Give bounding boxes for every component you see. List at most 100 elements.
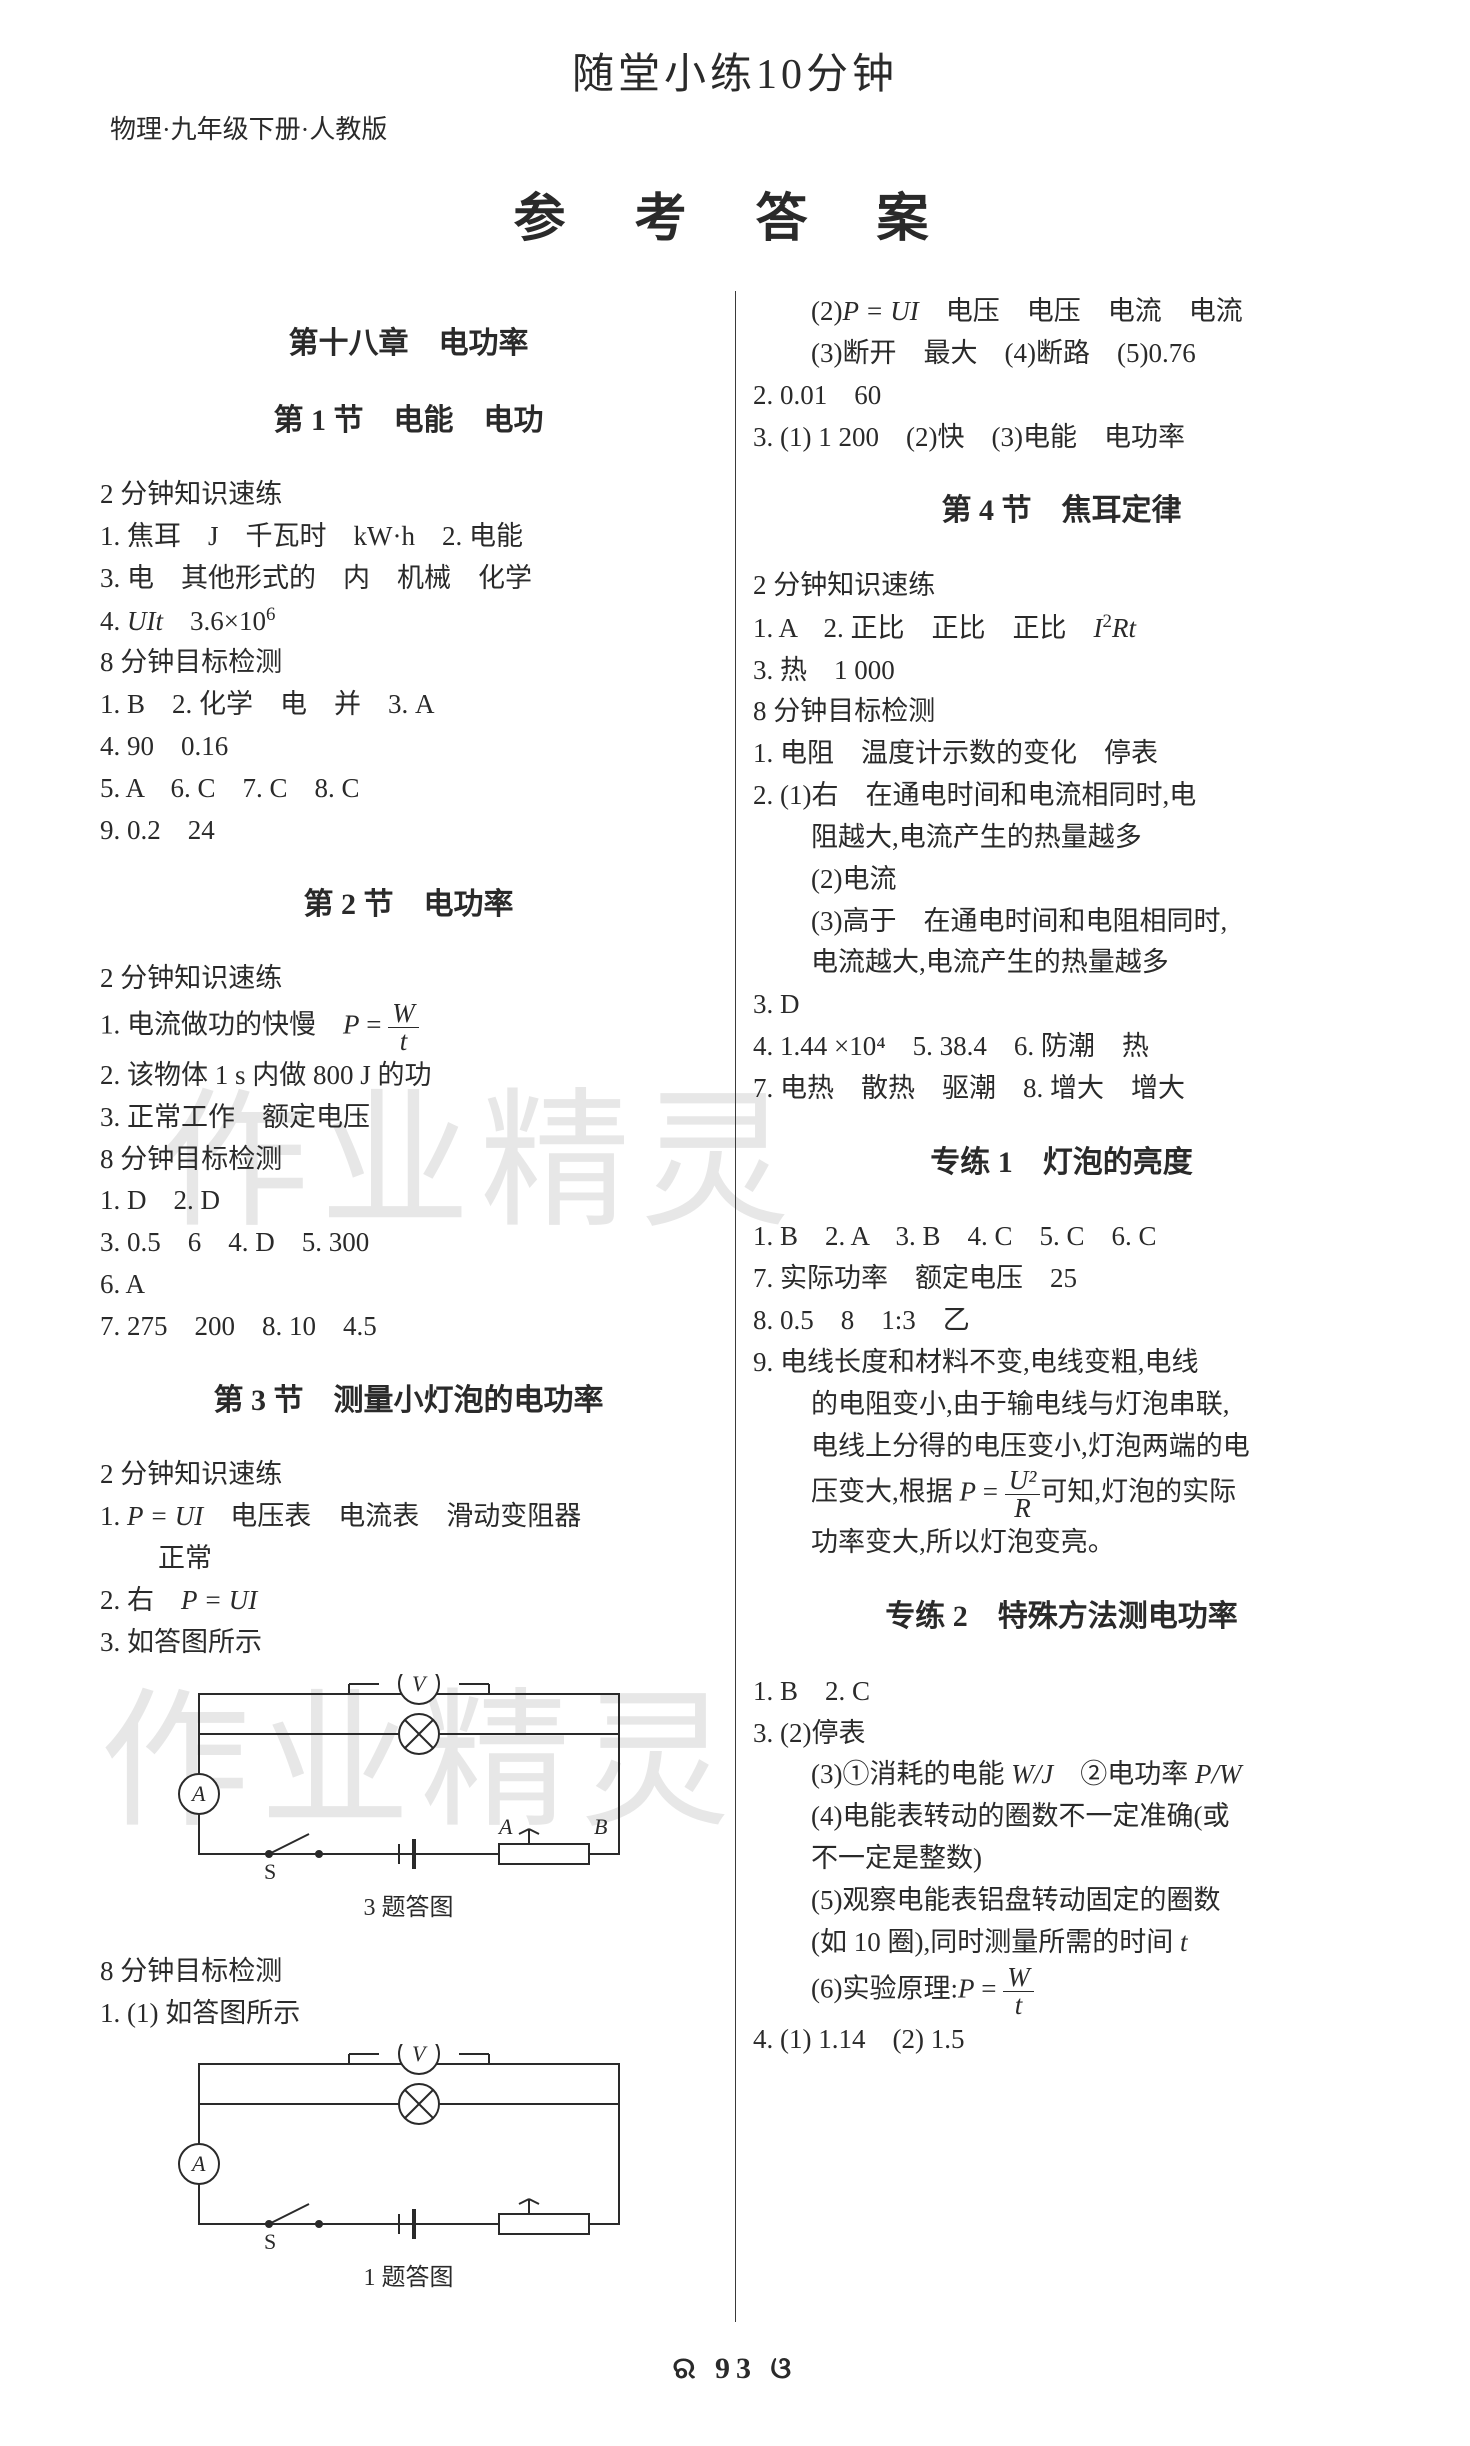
zl1-4d: 压变大,根据 P = U²R可知,灯泡的实际 (753, 1467, 1370, 1522)
s-label: S (264, 1859, 276, 1884)
sec2-quick-header: 2 分钟知识速练 (100, 958, 717, 1000)
sec1-t4: 9. 0.2 24 (100, 810, 717, 852)
sec1-quick-1: 1. 焦耳 J 千瓦时 kW·h 2. 电能 (100, 516, 717, 558)
zl1-4b: 的电阻变小,由于输电线与灯泡串联, (753, 1384, 1370, 1426)
sec1-target-header: 8 分钟目标检测 (100, 642, 717, 684)
sec4-t2: 2. (1)右 在通电时间和电流相同时,电 (753, 775, 1370, 817)
zl1-1: 1. B 2. A 3. B 4. C 5. C 6. C (753, 1216, 1370, 1258)
text: (如 10 圈),同时测量所需的时间 (811, 1927, 1180, 1957)
zl2-2: 3. (2)停表 (753, 1713, 1370, 1755)
pui: P = UI (842, 296, 918, 326)
sec3-t1: 1. (1) 如答图所示 (100, 1993, 717, 2035)
section-1-title: 第 1 节 电能 电功 (100, 398, 717, 445)
frac-num: W (388, 1000, 419, 1028)
sec3-target-header: 8 分钟目标检测 (100, 1951, 717, 1993)
left-column: 第十八章 电功率 第 1 节 电能 电功 2 分钟知识速练 1. 焦耳 J 千瓦… (100, 291, 735, 2322)
frac-den: t (388, 1028, 419, 1055)
text: (3)①消耗的电能 (811, 1759, 1011, 1789)
sec4-t2b: 阻越大,电流产生的热量越多 (753, 817, 1370, 859)
circuit-diagram-2: V A S (169, 2044, 649, 2254)
text: ②电功率 (1053, 1759, 1195, 1789)
answers-title: 参 考 答 案 (100, 176, 1370, 251)
zl2-4: (4)电能表转动的圈数不一定准确(或 (753, 1796, 1370, 1838)
zl1-2: 7. 实际功率 额定电压 25 (753, 1258, 1370, 1300)
text: 电压 电压 电流 电流 (919, 296, 1243, 326)
text: (6)实验原理: (811, 1973, 958, 2003)
zl2-3: (3)①消耗的电能 W/J ②电功率 P/W (753, 1754, 1370, 1796)
sec4-quick-header: 2 分钟知识速练 (753, 565, 1370, 607)
sec4-q2: 3. 热 1 000 (753, 650, 1370, 692)
zl2-6: (6)实验原理:P = Wt (753, 1964, 1370, 2019)
sec4-t6: 4. 1.44 ×10⁴ 5. 38.4 6. 防潮 热 (753, 1026, 1370, 1068)
sec4-t1: 1. 电阻 温度计示数的变化 停表 (753, 733, 1370, 775)
book-title: 随堂小练10分钟 (100, 40, 1370, 101)
sec3-quick-2: 2. 右 P = UI (100, 1580, 717, 1622)
zl2-1: 1. B 2. C (753, 1671, 1370, 1713)
text: 3.6×10 (163, 606, 266, 636)
sec4-t4: (3)高于 在通电时间和电阻相同时, (753, 901, 1370, 943)
text: 电压表 电流表 滑动变阻器 (203, 1501, 581, 1531)
zl2-7: 4. (1) 1.14 (2) 1.5 (753, 2019, 1370, 2061)
wj: W/J (1011, 1759, 1053, 1789)
zl2-4b: 不一定是整数) (753, 1838, 1370, 1880)
exp: 6 (266, 604, 275, 625)
b-point: B (594, 1814, 607, 1839)
sec2-t3: 6. A (100, 1264, 717, 1306)
sec4-t4b: 电流越大,电流产生的热量越多 (753, 942, 1370, 984)
eq: = (976, 1477, 1005, 1507)
sec2-t2: 3. 0.5 6 4. D 5. 300 (100, 1222, 717, 1264)
svg-text:A: A (190, 2151, 206, 2176)
fraction-u2r: U²R (1005, 1467, 1041, 1522)
r-line-2: (3)断开 最大 (4)断路 (5)0.76 (753, 333, 1370, 375)
eq: = (974, 1973, 1003, 2003)
sq: 2 (1103, 611, 1112, 632)
zl1-4: 9. 电线长度和材料不变,电线变粗,电线 (753, 1342, 1370, 1384)
columns: 第十八章 电功率 第 1 节 电能 电功 2 分钟知识速练 1. 焦耳 J 千瓦… (100, 291, 1370, 2322)
p-var: P (958, 1973, 975, 2003)
zl2-5: (5)观察电能表铝盘转动固定的圈数 (753, 1880, 1370, 1922)
svg-text:S: S (264, 2229, 276, 2254)
text: 4. (100, 606, 127, 636)
sec4-q1: 1. A 2. 正比 正比 正比 I2Rt (753, 607, 1370, 650)
sec4-target-header: 8 分钟目标检测 (753, 691, 1370, 733)
sec2-t1: 1. D 2. D (100, 1180, 717, 1222)
text: 1. (100, 1501, 127, 1531)
i-var: I (1094, 613, 1103, 643)
sec4-t7: 7. 电热 散热 驱潮 8. 增大 增大 (753, 1068, 1370, 1110)
r-line-1: (2)P = UI 电压 电压 电流 电流 (753, 291, 1370, 333)
sec2-quick-1: 1. 电流做功的快慢 P = Wt (100, 1000, 717, 1055)
zl1-4c: 电线上分得的电压变小,灯泡两端的电 (753, 1426, 1370, 1468)
text: 2. 右 (100, 1585, 181, 1615)
zl1-3: 8. 0.5 8 1:3 乙 (753, 1300, 1370, 1342)
pw: P/W (1195, 1759, 1242, 1789)
zl1-title: 专练 1 灯泡的亮度 (753, 1140, 1370, 1187)
sec2-target-header: 8 分钟目标检测 (100, 1139, 717, 1181)
a-label: A (190, 1781, 206, 1806)
eq: = (360, 1010, 389, 1040)
sec1-quick-3: 4. UIt 3.6×106 (100, 600, 717, 643)
text: (2) (811, 296, 842, 326)
p-var: P (960, 1477, 977, 1507)
rt-var: Rt (1112, 613, 1136, 643)
fraction-wt2: Wt (1003, 1964, 1034, 2019)
zl1-4e: 功率变大,所以灯泡变亮。 (753, 1522, 1370, 1564)
text: 1. A 2. 正比 正比 正比 (753, 613, 1094, 643)
sec2-quick-3: 3. 正常工作 额定电压 (100, 1097, 717, 1139)
uit: UIt (127, 606, 163, 636)
sub-header: 物理·九年级下册·人教版 (100, 109, 1370, 146)
sec3-quick-1b: 正常 (100, 1538, 717, 1580)
sec1-quick-2: 3. 电 其他形式的 内 机械 化学 (100, 558, 717, 600)
r-line-3: 2. 0.01 60 (753, 375, 1370, 417)
frac-den: R (1005, 1495, 1041, 1522)
page-footer: ର 93 ଓ (100, 2352, 1370, 2386)
frac-num: W (1003, 1964, 1034, 1992)
text: 压变大,根据 (811, 1477, 960, 1507)
sec1-quick-header: 2 分钟知识速练 (100, 474, 717, 516)
a-point: A (497, 1814, 513, 1839)
r-line-4: 3. (1) 1 200 (2)快 (3)电能 电功率 (753, 417, 1370, 459)
zl2-title: 专练 2 特殊方法测电功率 (753, 1594, 1370, 1641)
sec4-t3: (2)电流 (753, 859, 1370, 901)
section-2-title: 第 2 节 电功率 (100, 882, 717, 929)
sec1-t3: 5. A 6. C 7. C 8. C (100, 768, 717, 810)
sec3-quick-1: 1. P = UI 电压表 电流表 滑动变阻器 (100, 1496, 717, 1538)
